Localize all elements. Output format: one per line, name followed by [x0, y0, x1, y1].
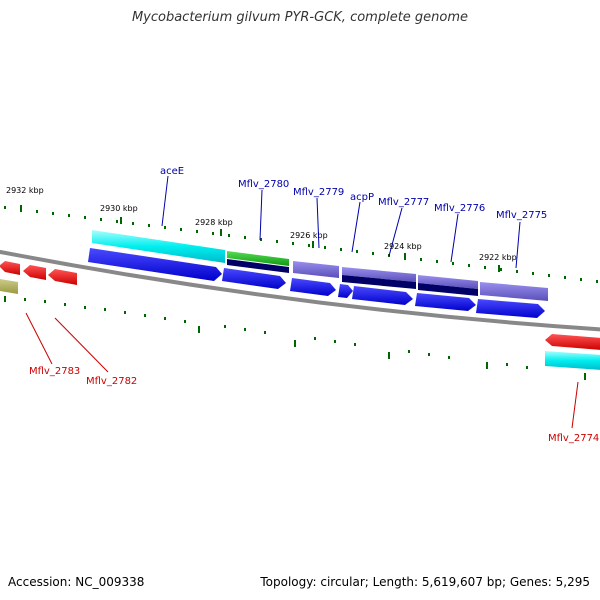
genome-backbone	[0, 249, 600, 332]
kbp-label-2932: 2932 kbp	[6, 186, 44, 195]
label-leader-lines	[25, 175, 579, 429]
feature-purple-mflv-2779[interactable]	[293, 261, 339, 278]
feature-cyan-mflv-2774[interactable]	[545, 351, 600, 370]
gene-arrow-mflv-2780[interactable]	[222, 268, 286, 289]
gene-label-mflv-2783[interactable]: Mflv_2783	[29, 366, 80, 377]
kbp-label-2922: 2922 kbp	[479, 253, 517, 262]
gene-arrow-mflv-2776[interactable]	[415, 293, 476, 311]
gene-arrow-mflv-2774[interactable]	[545, 334, 600, 350]
feature-navy-acpp[interactable]	[342, 275, 416, 289]
upper-tick-row	[4, 205, 598, 283]
gene-label-mflv-2779[interactable]: Mflv_2779	[293, 187, 344, 198]
gene-label-mflv-2780[interactable]: Mflv_2780	[238, 179, 289, 190]
lower-tick-row	[4, 296, 586, 380]
feature-track-upper	[92, 230, 548, 301]
gene-arrow-mflv-2779[interactable]	[290, 278, 336, 296]
gene-label-acpp[interactable]: acpP	[350, 192, 374, 203]
forward-gene-arrows	[88, 248, 545, 318]
kbp-label-2926: 2926 kbp	[290, 231, 328, 240]
map-title: Mycobacterium gilvum PYR-GCK, complete g…	[131, 10, 469, 25]
gene-arrow-acee[interactable]	[88, 248, 222, 281]
reverse-gene-arrows	[0, 261, 600, 370]
accession-text: Accession: NC_009338	[8, 575, 145, 589]
kbp-label-2928: 2928 kbp	[195, 218, 233, 227]
gene-arrow-mflv-2782[interactable]	[48, 269, 77, 285]
feature-navy-mflv-2776[interactable]	[418, 283, 478, 296]
gene-arrow-acpp[interactable]	[338, 284, 353, 298]
gene-arrow-mflv-2777[interactable]	[352, 286, 413, 305]
feature-cyan-acee[interactable]	[92, 230, 225, 263]
gene-label-mflv-2776[interactable]: Mflv_2776	[434, 203, 485, 214]
gene-arrow-mflv-2783[interactable]	[23, 265, 46, 280]
gene-label-mflv-2782[interactable]: Mflv_2782	[86, 376, 137, 387]
gene-label-mflv-2775[interactable]: Mflv_2775	[496, 210, 547, 221]
kbp-label-2930: 2930 kbp	[100, 204, 138, 213]
gene-arrow-mflv-2775[interactable]	[476, 299, 545, 318]
feature-purple-mflv-2776[interactable]	[418, 275, 478, 289]
gene-arrow-left-1[interactable]	[0, 261, 20, 275]
gene-label-mflv-2774[interactable]: Mflv_2774	[548, 433, 599, 444]
feature-purple-acpp[interactable]	[342, 267, 416, 282]
feature-green-mflv-2780[interactable]	[227, 251, 289, 266]
gene-label-acee[interactable]: aceE	[160, 166, 184, 177]
genome-summary-text: Topology: circular; Length: 5,619,607 bp…	[260, 575, 590, 589]
feature-navy-mflv-2780[interactable]	[227, 259, 289, 273]
gene-label-mflv-2777[interactable]: Mflv_2777	[378, 197, 429, 208]
feature-purple-mflv-2775[interactable]	[480, 282, 548, 301]
kbp-label-2924: 2924 kbp	[384, 242, 422, 251]
feature-olive-left[interactable]	[0, 279, 18, 294]
